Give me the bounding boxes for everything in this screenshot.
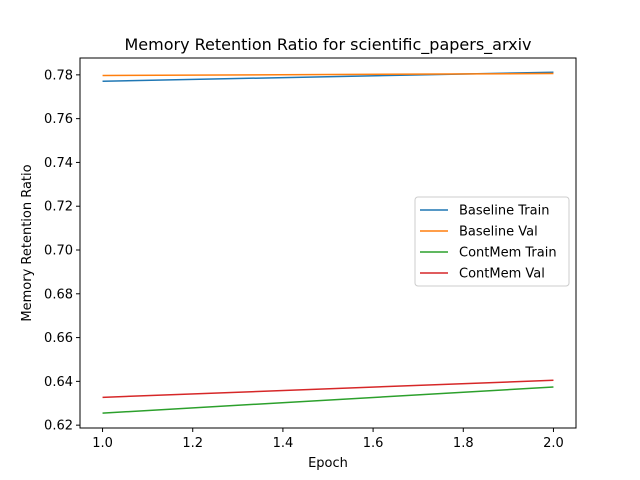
x-tick-label: 1.6: [363, 436, 384, 451]
y-tick-label: 0.78: [44, 68, 73, 83]
y-tick-label: 0.70: [44, 244, 73, 259]
y-tick-label: 0.76: [44, 112, 73, 127]
y-tick-label: 0.68: [44, 287, 73, 302]
legend-entry-label: Baseline Val: [459, 225, 538, 240]
y-axis-ticks: 0.62 0.64 0.66 0.68 0.70 0.72 0.74 0.76 0.78: [44, 68, 80, 434]
series-lines: [102, 71, 554, 414]
y-tick-label: 0.64: [44, 375, 73, 390]
x-axis-label: Epoch: [308, 456, 348, 471]
plot-area-frame: [79, 57, 577, 429]
y-tick-label: 0.72: [44, 200, 73, 215]
legend-entry-label: ContMem Val: [459, 267, 545, 282]
y-tick-label: 0.62: [44, 419, 73, 434]
y-tick-label: 0.74: [44, 156, 73, 171]
legend-box: [414, 196, 570, 287]
legend-entry-label: ContMem Train: [459, 246, 557, 261]
x-tick-label: 1.4: [273, 436, 294, 451]
legend-entry-label: Baseline Train: [459, 204, 549, 219]
x-tick-label: 2.0: [543, 436, 564, 451]
series-line-contmem-train: [102, 386, 554, 414]
chart-title: Memory Retention Ratio for scientific_pa…: [124, 35, 531, 55]
x-axis-ticks: 1.0 1.2 1.4 1.6 1.8 2.0: [92, 428, 564, 451]
legend: Baseline Train Baseline Val ContMem Train C…: [414, 196, 570, 287]
x-tick-label: 1.0: [92, 436, 113, 451]
x-tick-label: 1.8: [453, 436, 474, 451]
series-line-contmem-val: [102, 379, 554, 399]
series-line-baseline-val: [102, 72, 554, 77]
y-tick-label: 0.66: [44, 331, 73, 346]
x-tick-label: 1.2: [182, 436, 203, 451]
y-axis-label: Memory Retention Ratio: [20, 164, 35, 321]
